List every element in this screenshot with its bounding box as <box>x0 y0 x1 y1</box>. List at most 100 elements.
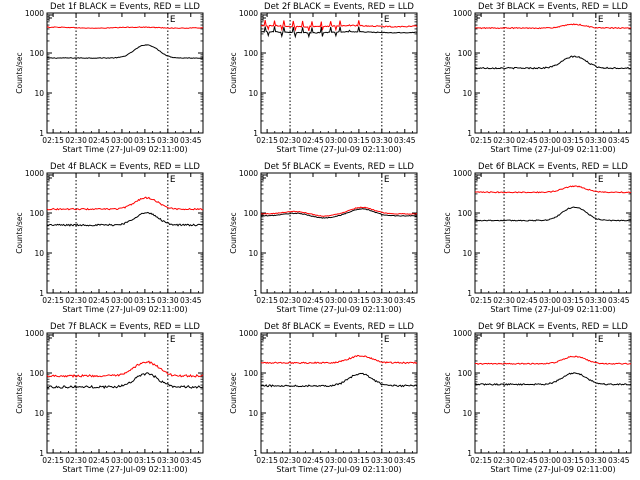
plot-frame <box>474 172 632 294</box>
y-axis-label: Counts/sec <box>15 52 24 93</box>
events-series-line <box>474 372 632 386</box>
x-tick-label: 03:45 <box>608 296 630 305</box>
x-tick-label: 03:30 <box>585 296 607 305</box>
x-tick-label: 03:15 <box>348 296 370 305</box>
y-tick-label: 10 <box>34 89 44 98</box>
x-tick-label: 03:15 <box>134 296 156 305</box>
lld-series-line <box>46 196 204 211</box>
x-tick-label: 03:15 <box>562 136 584 145</box>
y-tick-label: 1000 <box>239 9 258 18</box>
y-tick-label: 100 <box>458 209 473 218</box>
lld-series-line <box>474 185 632 194</box>
y-tick-label: 10 <box>462 409 472 418</box>
x-tick-label: 03:15 <box>134 136 156 145</box>
y-tick-label: 1 <box>39 129 44 138</box>
lld-series-line <box>260 19 418 32</box>
y-axis-label: Counts/sec <box>229 372 238 413</box>
y-tick-label: 1000 <box>453 329 472 338</box>
x-tick-label: 02:30 <box>65 136 87 145</box>
marker-label: E <box>598 335 604 345</box>
panel-title: Det 1f BLACK = Events, RED = LLD <box>50 2 200 12</box>
events-series-line <box>46 44 204 59</box>
x-tick-label: 03:00 <box>539 456 561 465</box>
x-tick-label: 03:45 <box>394 136 416 145</box>
y-tick-label: 100 <box>458 49 473 58</box>
x-tick-label: 03:45 <box>180 296 202 305</box>
y-tick-label: 100 <box>30 49 45 58</box>
x-tick-label: 02:45 <box>516 296 538 305</box>
y-tick-label: 1 <box>39 449 44 458</box>
x-tick-label: 02:15 <box>470 456 492 465</box>
panel-det-9: Det 9f BLACK = Events, RED = LLD 1 10 100 10… <box>443 322 632 474</box>
x-axis-label: Start Time (27-Jul-09 02:11:00) <box>276 305 401 314</box>
x-tick-label: 03:30 <box>371 296 393 305</box>
y-tick-label: 10 <box>34 249 44 258</box>
x-tick-label: 02:45 <box>516 456 538 465</box>
plot-frame <box>474 332 632 454</box>
corner-mark <box>48 14 53 21</box>
y-tick-label: 10 <box>248 409 258 418</box>
panel-det-2: Det 2f BLACK = Events, RED = LLD 1 10 100 10… <box>229 2 418 154</box>
marker-label: E <box>384 175 390 185</box>
y-axis-label: Counts/sec <box>15 212 24 253</box>
panel-det-8: Det 8f BLACK = Events, RED = LLD 1 10 100 10… <box>229 322 418 474</box>
x-tick-label: 03:45 <box>608 456 630 465</box>
corner-mark <box>476 174 481 181</box>
y-axis-label: Counts/sec <box>443 52 452 93</box>
events-series-line <box>46 211 204 227</box>
x-axis-label: Start Time (27-Jul-09 02:11:00) <box>490 465 615 474</box>
y-tick-label: 10 <box>34 409 44 418</box>
y-axis-label: Counts/sec <box>15 372 24 413</box>
panel-det-1: Det 1f BLACK = Events, RED = LLD 1 10 100 10… <box>15 2 204 154</box>
y-tick-label: 10 <box>462 89 472 98</box>
lld-series-line <box>474 355 632 365</box>
x-tick-label: 03:30 <box>157 136 179 145</box>
plot-frame <box>46 12 204 134</box>
y-tick-label: 1 <box>253 129 258 138</box>
marker-label: E <box>384 335 390 345</box>
y-tick-label: 1 <box>253 289 258 298</box>
x-tick-label: 02:15 <box>256 296 278 305</box>
x-tick-label: 03:30 <box>585 136 607 145</box>
x-tick-label: 03:00 <box>325 296 347 305</box>
panel-title: Det 3f BLACK = Events, RED = LLD <box>478 2 628 12</box>
y-tick-label: 100 <box>244 49 259 58</box>
marker-label: E <box>598 15 604 25</box>
marker-label: E <box>170 335 176 345</box>
plot-frame <box>46 332 204 454</box>
x-tick-label: 02:45 <box>88 136 110 145</box>
lld-series-line <box>474 23 632 30</box>
y-tick-label: 1 <box>467 449 472 458</box>
y-tick-label: 1000 <box>239 329 258 338</box>
y-axis-label: Counts/sec <box>443 372 452 413</box>
x-tick-label: 03:30 <box>371 136 393 145</box>
y-tick-label: 1 <box>467 129 472 138</box>
x-tick-label: 03:15 <box>348 136 370 145</box>
corner-mark <box>476 334 481 341</box>
y-tick-label: 1000 <box>25 9 44 18</box>
y-axis-label: Counts/sec <box>443 212 452 253</box>
x-axis-label: Start Time (27-Jul-09 02:11:00) <box>276 465 401 474</box>
y-tick-label: 1 <box>253 449 258 458</box>
y-tick-label: 100 <box>244 369 259 378</box>
plot-frame <box>260 12 418 134</box>
x-tick-label: 02:30 <box>279 296 301 305</box>
panel-title: Det 7f BLACK = Events, RED = LLD <box>50 322 200 332</box>
x-tick-label: 02:15 <box>256 456 278 465</box>
x-tick-label: 03:00 <box>325 456 347 465</box>
x-tick-label: 03:45 <box>394 296 416 305</box>
x-tick-label: 03:15 <box>348 456 370 465</box>
lld-series-line <box>260 206 418 217</box>
lld-series-line <box>46 360 204 378</box>
corner-mark <box>262 334 267 341</box>
panel-det-7: Det 7f BLACK = Events, RED = LLD 1 10 100 10… <box>15 322 204 474</box>
lld-series-line <box>260 354 418 365</box>
y-tick-label: 100 <box>30 209 45 218</box>
marker-label: E <box>598 175 604 185</box>
y-tick-label: 1000 <box>239 169 258 178</box>
events-series-line <box>260 372 418 388</box>
panel-title: Det 4f BLACK = Events, RED = LLD <box>50 162 200 172</box>
events-series-line <box>260 208 418 219</box>
lld-series-line <box>46 26 204 29</box>
x-tick-label: 02:15 <box>42 296 64 305</box>
